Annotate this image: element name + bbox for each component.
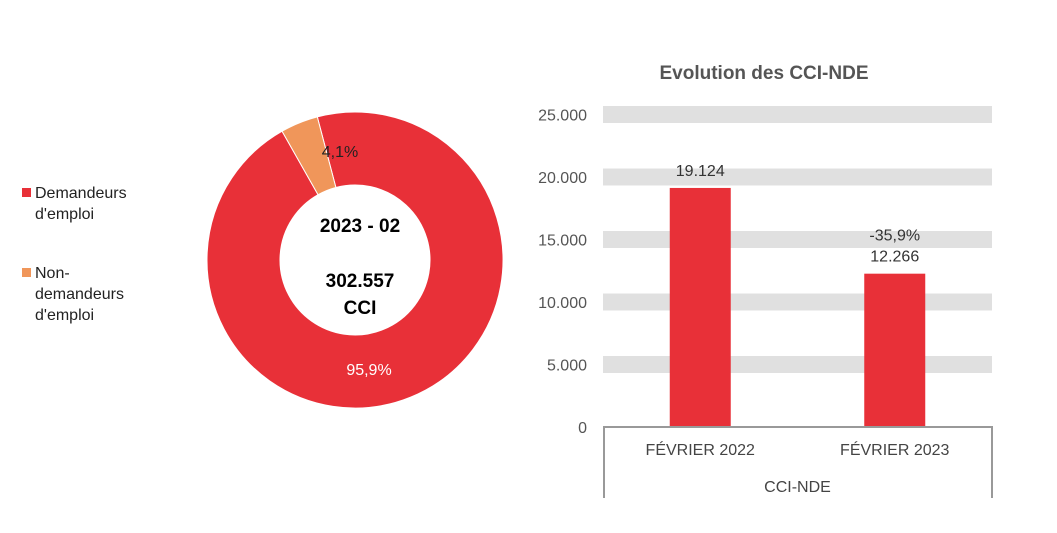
legend-swatch bbox=[22, 188, 31, 197]
legend-swatch bbox=[22, 268, 31, 277]
bar-data-label: 19.124 bbox=[676, 163, 725, 180]
x-axis-box bbox=[603, 426, 993, 498]
center-unit: CCI bbox=[344, 298, 377, 319]
change-label: -35,9% bbox=[869, 228, 920, 245]
slice-label: 4,1% bbox=[322, 144, 358, 161]
center-total: 302.557 bbox=[326, 271, 395, 292]
gridline-band bbox=[603, 356, 992, 373]
bar bbox=[669, 187, 731, 427]
center-period: 2023 - 02 bbox=[320, 216, 400, 237]
y-tick-label: 0 bbox=[578, 420, 587, 437]
x-tick-label: FÉVRIER 2023 bbox=[840, 440, 949, 459]
legend-item-demandeurs: Demandeurs d'emploi bbox=[22, 183, 145, 225]
gridline-band bbox=[603, 293, 992, 311]
y-tick-label: 20.000 bbox=[538, 170, 587, 187]
legend-label: Non-demandeurs d'emploi bbox=[35, 265, 124, 324]
y-tick-label: 25.000 bbox=[538, 108, 587, 125]
gridline-band bbox=[603, 168, 992, 186]
gridline-band bbox=[603, 106, 992, 123]
donut-slice bbox=[281, 116, 337, 196]
y-tick-label: 5.000 bbox=[547, 358, 587, 375]
donut-slice bbox=[206, 111, 504, 409]
gridline-band bbox=[603, 231, 992, 248]
y-tick-label: 15.000 bbox=[538, 233, 587, 250]
x-tick-label: FÉVRIER 2022 bbox=[646, 440, 755, 459]
bar-data-label: 12.266 bbox=[870, 249, 919, 266]
chart-title: Evolution des CCI-NDE bbox=[659, 63, 868, 84]
legend-item-non-demandeurs: Non-demandeurs d'emploi bbox=[22, 263, 150, 326]
x-group-label: CCI-NDE bbox=[764, 479, 831, 496]
slice-label: 95,9% bbox=[346, 362, 391, 379]
y-tick-label: 10.000 bbox=[538, 295, 587, 312]
legend-label: Demandeurs d'emploi bbox=[35, 185, 127, 223]
bar bbox=[864, 273, 926, 427]
